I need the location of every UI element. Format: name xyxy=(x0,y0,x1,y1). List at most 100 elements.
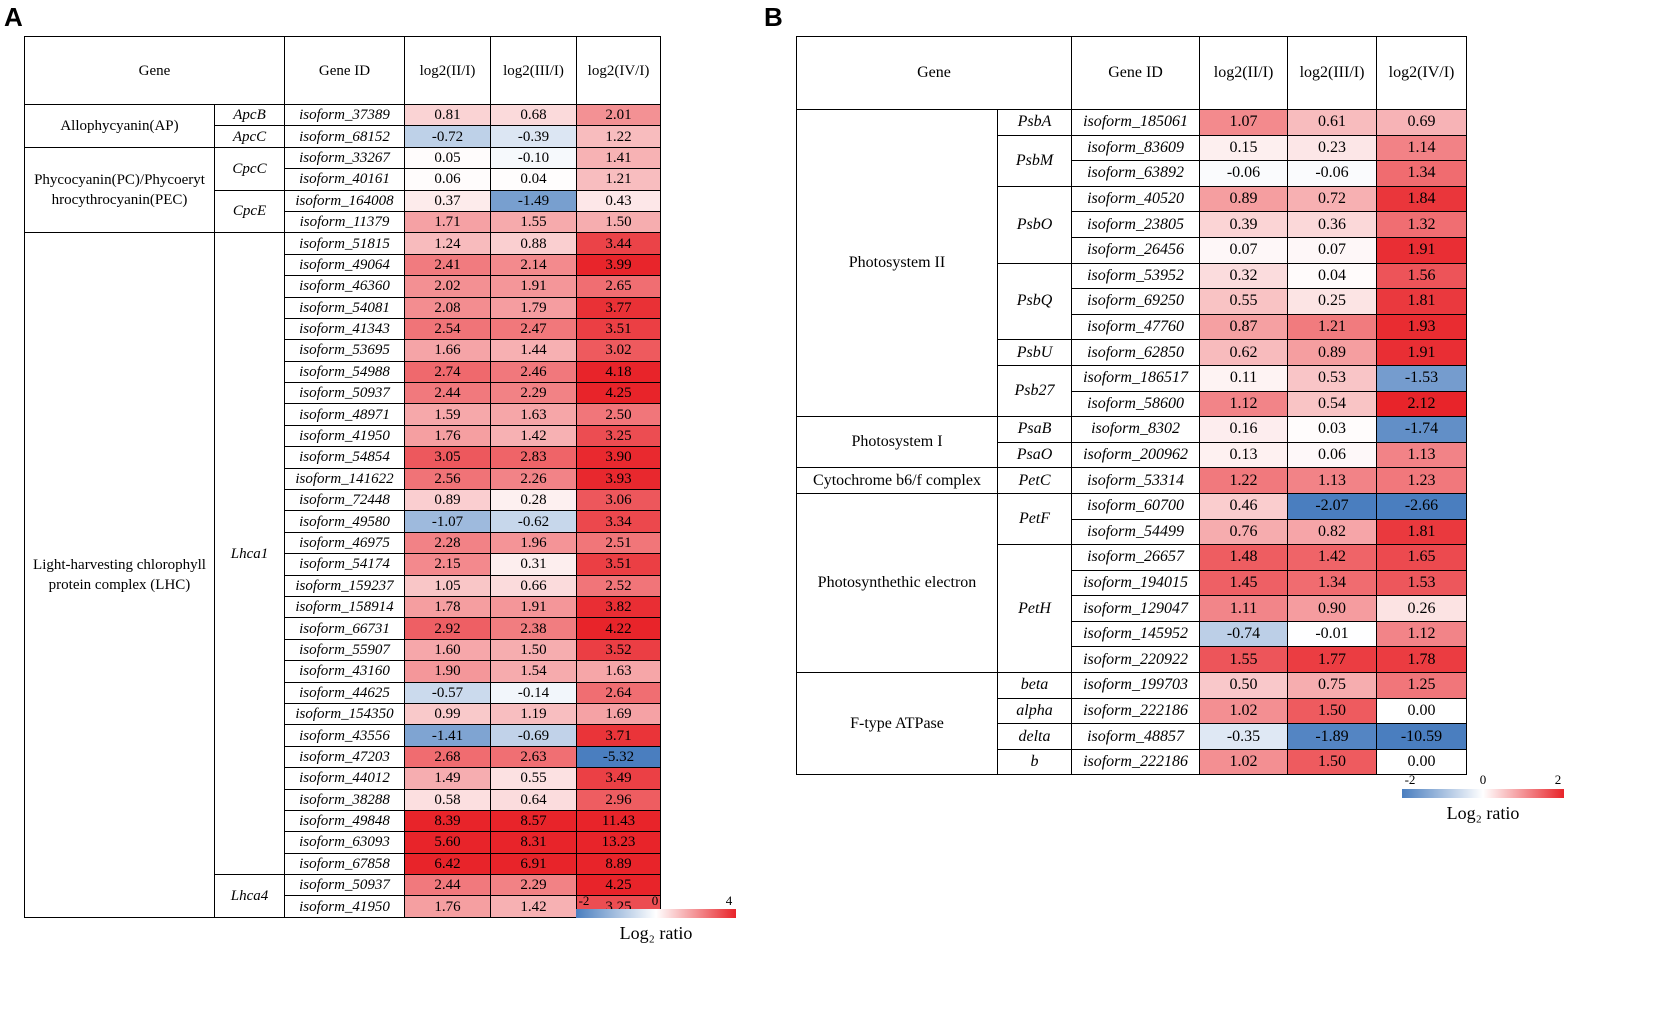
gene-id-cell: isoform_66731 xyxy=(284,617,405,640)
panel-a-label: A xyxy=(4,2,23,32)
gene-id-cell: isoform_67858 xyxy=(284,852,405,876)
gene-id-cell: isoform_222186 xyxy=(1071,697,1201,725)
value-cell-3: 1.22 xyxy=(576,125,661,148)
table-row: alpha isoform_222186 1.02 1.50 0.00 xyxy=(797,697,1468,725)
gene-symbol: b xyxy=(996,748,1073,776)
value-cell-3: 0.43 xyxy=(576,189,661,212)
value-cell-2: 1.13 xyxy=(1287,467,1378,494)
gene-id-cell: isoform_222186 xyxy=(1071,748,1201,776)
heatmap-table-a: Gene Gene ID log2(II/I) log2(III/I) log2… xyxy=(24,36,661,918)
table-row: Psb27 isoform_186517 0.11 0.53 -1.53 xyxy=(797,364,1468,418)
value-cell-2: 0.75 xyxy=(1287,672,1378,699)
heatmap-table-b: Gene Gene ID log2(II/I) log2(III/I) log2… xyxy=(795,36,1468,776)
table-row: isoform_58600 1.12 0.54 2.12 xyxy=(797,390,1468,418)
value-cell-2: 0.04 xyxy=(490,168,577,191)
value-cell-3: 3.71 xyxy=(576,724,661,747)
group-label: Allophycyanin(AP) xyxy=(24,104,215,148)
value-cell-2: 0.23 xyxy=(1287,134,1378,162)
gene-id-cell: isoform_40520 xyxy=(1071,185,1201,213)
table-row: isoform_41950 1.76 1.42 3.25 xyxy=(25,895,661,918)
gene-symbol: PsaO xyxy=(996,441,1073,469)
value-cell-2: 8.57 xyxy=(490,809,577,833)
value-cell-3: 1.23 xyxy=(1376,467,1468,494)
value-cell-1: -0.74 xyxy=(1199,620,1289,648)
value-cell-2: -0.01 xyxy=(1287,620,1378,648)
value-cell-3: 1.53 xyxy=(1376,569,1468,597)
header-log2-iv: log2(IV/I) xyxy=(1376,36,1468,110)
value-cell-2: 1.63 xyxy=(490,403,577,426)
value-cell-1: 1.76 xyxy=(404,424,491,448)
value-cell-1: 1.02 xyxy=(1199,697,1289,725)
value-cell-2: 1.34 xyxy=(1287,569,1378,597)
value-cell-1: 2.44 xyxy=(404,874,491,897)
group-label: Photosystem I xyxy=(796,416,998,469)
value-cell-1: 1.45 xyxy=(1199,569,1289,597)
value-cell-3: 4.18 xyxy=(576,360,661,384)
table-row: isoform_72448 0.89 0.28 3.06 xyxy=(25,489,661,512)
table-row: isoform_158914 1.78 1.91 3.82 xyxy=(25,595,661,619)
table-row: Light-harvesting chlorophyll protein com… xyxy=(24,232,661,918)
legend-a-title: Log₂ ratio xyxy=(619,923,693,943)
table-row: isoform_54081 2.08 1.79 3.77 xyxy=(25,296,661,319)
gene-symbol: PsbA xyxy=(996,109,1073,136)
header-gene-id: Gene ID xyxy=(1071,36,1201,110)
value-cell-1: 0.11 xyxy=(1199,364,1289,392)
group-label: Photosynthethic electron xyxy=(796,492,998,674)
value-cell-2: 1.50 xyxy=(490,638,577,662)
value-cell-3: 2.51 xyxy=(576,531,661,555)
value-cell-3: 1.56 xyxy=(1376,262,1468,290)
value-cell-1: 2.54 xyxy=(404,317,491,341)
gene-id-cell: isoform_62850 xyxy=(1071,339,1201,366)
gene-symbol: PsbU xyxy=(996,339,1073,366)
gene-id-cell: isoform_72448 xyxy=(284,489,405,512)
group-label: Light-harvesting chlorophyll protein com… xyxy=(24,232,215,918)
value-cell-1: 0.76 xyxy=(1199,518,1289,546)
value-cell-3: 1.93 xyxy=(1376,313,1468,341)
legend-a-tick-zero: 0 xyxy=(651,893,659,908)
table-row: isoform_43556 -1.41 -0.69 3.71 xyxy=(25,724,661,747)
value-cell-2: 1.42 xyxy=(490,424,577,448)
table-row: CpcE isoform_164008 0.37 -1.49 0.43 xyxy=(25,189,661,234)
value-cell-2: 0.82 xyxy=(1287,518,1378,546)
gene-id-cell: isoform_49064 xyxy=(284,253,405,277)
value-cell-2: 2.47 xyxy=(490,317,577,341)
value-cell-2: 1.54 xyxy=(490,660,577,683)
table-row: Phycocyanin(PC)/Phycoeryt hrocythrocyani… xyxy=(24,146,661,234)
value-cell-1: 1.49 xyxy=(404,767,491,790)
value-cell-1: 0.05 xyxy=(404,146,491,170)
table-row: Photosystem II PsbA isoform_185061 1.07 0.61… xyxy=(796,108,1468,418)
value-cell-3: 1.21 xyxy=(576,168,661,191)
header-gene: Gene xyxy=(795,36,1073,110)
value-cell-2: 0.06 xyxy=(1287,441,1378,469)
gene-id-cell: isoform_54081 xyxy=(284,296,405,319)
value-cell-1: -0.57 xyxy=(404,681,491,704)
gene-id-cell: isoform_41950 xyxy=(284,424,405,448)
value-cell-1: 2.68 xyxy=(404,745,491,769)
value-cell-1: 2.74 xyxy=(404,360,491,384)
table-row: isoform_48971 1.59 1.63 2.50 xyxy=(25,403,661,426)
value-cell-2: -0.62 xyxy=(490,510,577,533)
table-row: Allophycyanin(AP) ApcB isoform_37389 0.81 0.… xyxy=(24,103,661,148)
value-cell-3: 1.91 xyxy=(1376,339,1468,366)
legend-b-tick-zero: 0 xyxy=(1479,772,1487,787)
value-cell-3: 4.22 xyxy=(576,617,661,640)
table-row: isoform_69250 0.55 0.25 1.81 xyxy=(797,288,1468,315)
table-row: isoform_129047 1.11 0.90 0.26 xyxy=(797,595,1468,622)
table-row: isoform_141622 2.56 2.26 3.93 xyxy=(25,467,661,491)
value-cell-2: 1.21 xyxy=(1287,313,1378,341)
value-cell-3: 8.89 xyxy=(576,852,661,876)
value-cell-2: 2.29 xyxy=(490,382,577,405)
value-cell-1: 1.66 xyxy=(404,339,491,362)
legend-b-tick-min: -2 xyxy=(1404,772,1416,787)
value-cell-1: 0.39 xyxy=(1199,211,1289,238)
table-row: isoform_47203 2.68 2.63 -5.32 xyxy=(25,745,661,769)
value-cell-1: 0.15 xyxy=(1199,134,1289,162)
gene-id-cell: isoform_60700 xyxy=(1071,492,1201,520)
value-cell-3: 1.84 xyxy=(1376,185,1468,213)
value-cell-1: 0.13 xyxy=(1199,441,1289,469)
value-cell-1: 1.22 xyxy=(1199,467,1289,494)
table-row: Photosystem I PsaB isoform_8302 0.16 0.03 -1.… xyxy=(796,416,1468,469)
gene-id-cell: isoform_55907 xyxy=(284,638,405,662)
group-label: Cytochrome b6/f complex xyxy=(796,467,998,494)
value-cell-2: -0.06 xyxy=(1287,160,1378,187)
